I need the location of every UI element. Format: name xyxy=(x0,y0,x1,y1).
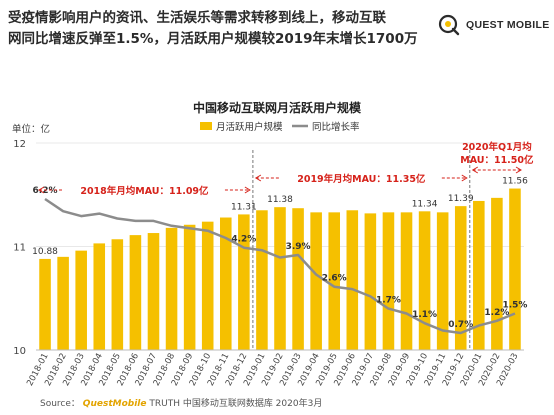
line-value-label: 1.5% xyxy=(502,300,527,310)
annotation-arrowhead-left xyxy=(254,174,262,182)
bar xyxy=(201,221,214,350)
bar xyxy=(165,227,178,350)
bar-value-label: 11.39 xyxy=(448,194,474,204)
chart-title: 中国移动互联网月活跃用户规模 xyxy=(193,100,362,115)
bar xyxy=(418,211,431,350)
logo-text: QUEST MOBILE xyxy=(466,19,550,31)
annotation-label: 2019年月均MAU：11.35亿 xyxy=(297,173,426,185)
bar-value-label: 11.56 xyxy=(502,177,528,187)
annotation-arrowhead-left xyxy=(471,166,479,174)
bar xyxy=(147,233,160,350)
bar xyxy=(238,214,250,350)
headline: 受疫情影响用户的资讯、生活娱乐等需求转移到线上，移动互联 网同比增速反弹至1.5… xyxy=(8,8,428,50)
legend-bar-label: 月活跃用户规模 xyxy=(216,121,283,133)
source-rest: TRUTH 中国移动互联网数据库 2020年3月 xyxy=(149,399,323,409)
line-value-label: 6.2% xyxy=(33,186,58,196)
bar xyxy=(346,210,359,350)
bar xyxy=(39,258,51,350)
line-value-label: 4.2% xyxy=(231,235,256,245)
annotation-arrowhead-right xyxy=(515,166,522,174)
growth-line xyxy=(44,197,516,335)
bar xyxy=(364,213,377,350)
quest-mobile-logo: QUEST MOBILE xyxy=(438,14,550,40)
bar xyxy=(382,212,395,350)
bar xyxy=(256,210,268,350)
source-note: Source： QuestMobile TRUTH 中国移动互联网数据库 202… xyxy=(40,396,322,409)
annotation-arrowhead-right xyxy=(244,186,251,194)
line-value-label: 3.9% xyxy=(286,242,311,252)
line-value-label: 1.2% xyxy=(484,308,509,318)
source-brand: QuestMobile xyxy=(82,399,147,409)
bar xyxy=(292,208,304,350)
bar xyxy=(491,197,503,350)
bar xyxy=(93,243,106,350)
bar xyxy=(183,224,196,350)
annotation-label: MAU：11.50亿 xyxy=(460,154,534,166)
line-value-label: 1.7% xyxy=(376,296,401,306)
source-label: Source： xyxy=(40,399,80,409)
y-tick-label: 11 xyxy=(13,243,26,254)
bar xyxy=(274,207,286,350)
bar-value-label: 11.34 xyxy=(412,199,438,209)
bar xyxy=(454,206,467,350)
logo-mark-icon xyxy=(438,14,460,36)
bar-value-label: 11.38 xyxy=(267,195,293,205)
bar xyxy=(436,212,449,350)
annotation-label: 2018年月均MAU：11.09亿 xyxy=(80,185,209,197)
bar xyxy=(310,212,322,350)
headline-line-1: 受疫情影响用户的资讯、生活娱乐等需求转移到线上，移动互联 xyxy=(8,10,386,26)
legend-line-label: 同比增长率 xyxy=(312,121,360,133)
bar xyxy=(111,239,124,350)
bar xyxy=(57,256,69,350)
bar xyxy=(219,217,232,350)
bar xyxy=(328,212,341,350)
annotation-arrowhead-right xyxy=(461,174,468,182)
line-value-label: 1.1% xyxy=(412,310,437,320)
bar xyxy=(509,188,521,350)
line-value-label: 2.6% xyxy=(322,274,347,284)
bar xyxy=(75,250,87,350)
legend-bar-swatch xyxy=(200,122,212,130)
annotation-label: 2020年Q1月均 xyxy=(462,141,532,153)
line-value-label: 0.7% xyxy=(448,320,473,330)
bar-value-label: 10.88 xyxy=(32,247,58,257)
y-axis-unit: 单位：亿 xyxy=(12,123,50,135)
bar xyxy=(473,200,485,350)
bar xyxy=(129,235,142,350)
bar xyxy=(400,212,413,350)
annotation-arrowhead-left xyxy=(38,186,45,194)
headline-line-2: 网同比增速反弹至1.5%，月活跃用户规模较2019年末增长1700万 xyxy=(8,31,418,47)
bar-value-label: 11.31 xyxy=(231,202,257,212)
y-tick-label: 10 xyxy=(13,346,26,357)
y-tick-label: 12 xyxy=(13,139,26,150)
